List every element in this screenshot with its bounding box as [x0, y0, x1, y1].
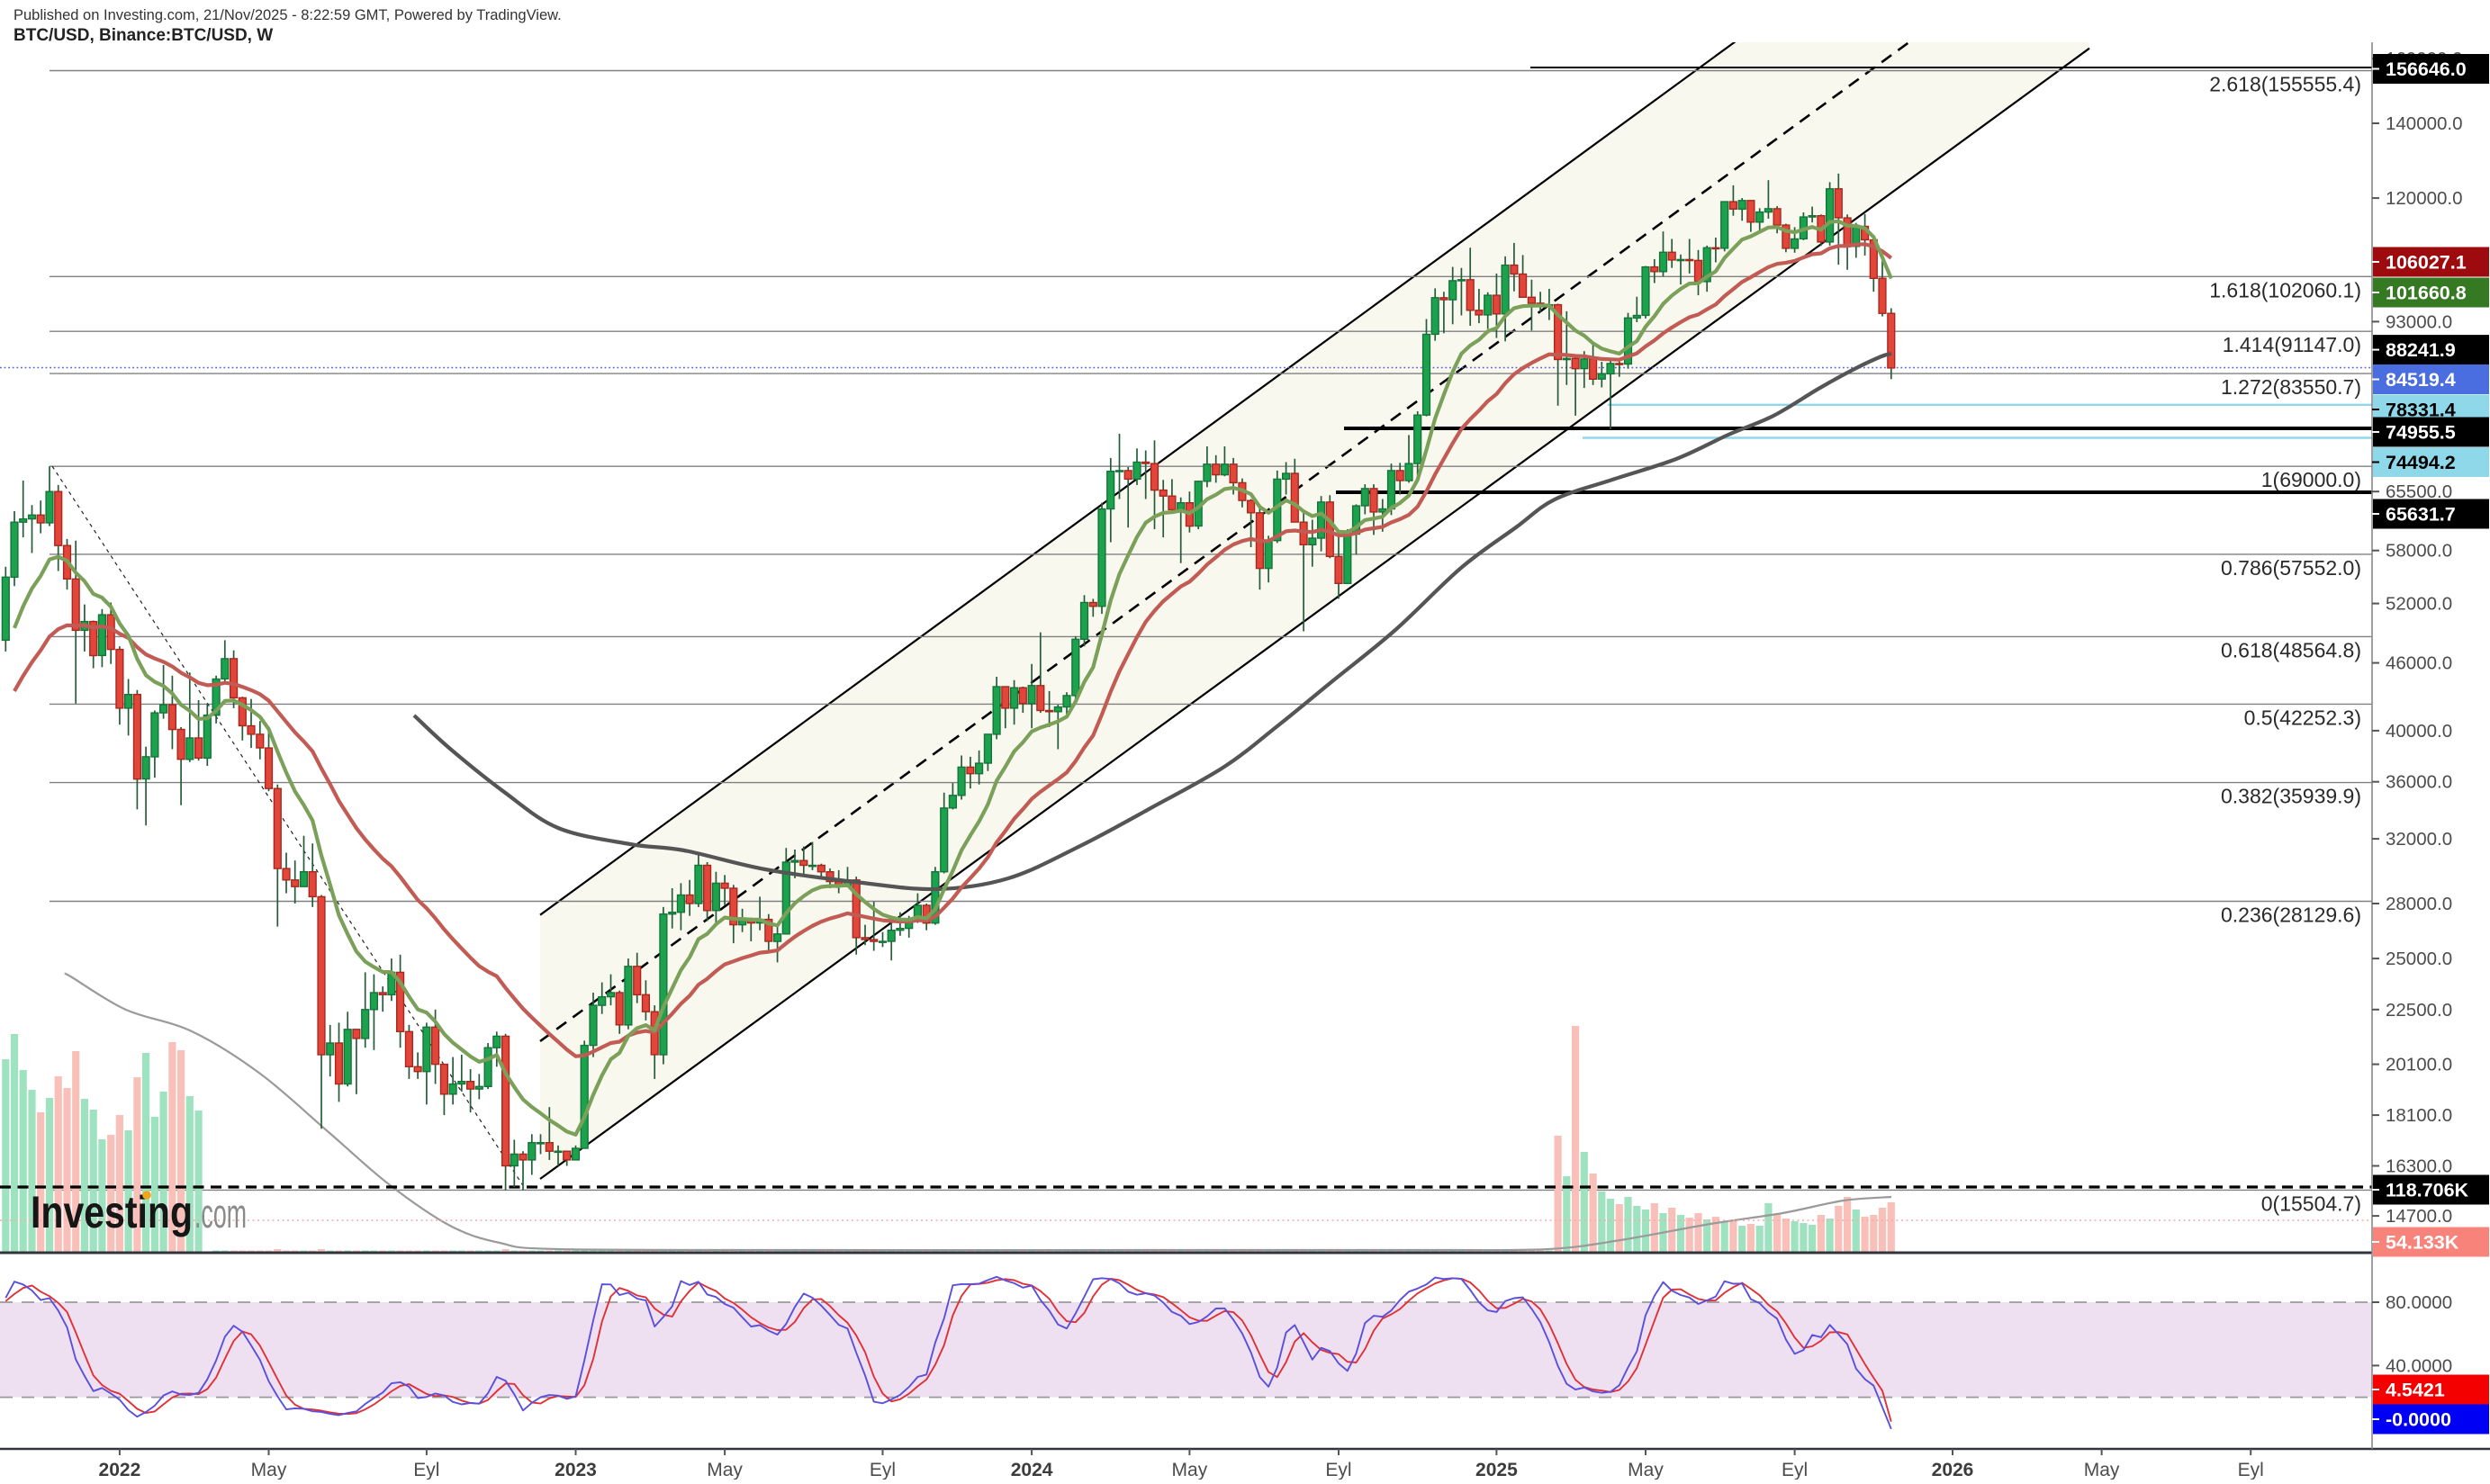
svg-text:118.706K: 118.706K: [2386, 1180, 2469, 1201]
svg-text:May: May: [707, 1460, 743, 1480]
svg-text:0.786(57552.0): 0.786(57552.0): [2221, 556, 2361, 580]
svg-text:52000.0: 52000.0: [2386, 594, 2452, 615]
svg-text:120000.0: 120000.0: [2386, 188, 2463, 209]
svg-text:.com: .com: [194, 1191, 247, 1237]
svg-text:32000.0: 32000.0: [2386, 829, 2452, 850]
svg-text:Eyl: Eyl: [413, 1460, 439, 1480]
svg-text:BTC/USD, Binance:BTC/USD, W: BTC/USD, Binance:BTC/USD, W: [14, 26, 273, 45]
svg-text:140000.0: 140000.0: [2386, 113, 2463, 134]
svg-text:May: May: [1628, 1460, 1664, 1480]
svg-text:Investing: Investing: [31, 1187, 193, 1237]
svg-text:May: May: [251, 1460, 287, 1480]
svg-text:1.414(91147.0): 1.414(91147.0): [2223, 333, 2361, 356]
svg-text:0.382(35939.9): 0.382(35939.9): [2221, 785, 2361, 808]
svg-text:Eyl: Eyl: [2238, 1460, 2264, 1480]
svg-text:0.618(48564.8): 0.618(48564.8): [2221, 638, 2361, 661]
svg-text:2023: 2023: [555, 1460, 597, 1480]
svg-text:2.618(155555.4): 2.618(155555.4): [2209, 73, 2361, 96]
svg-text:36000.0: 36000.0: [2386, 772, 2452, 793]
svg-text:0(15504.7): 0(15504.7): [2261, 1192, 2361, 1215]
svg-text:40000.0: 40000.0: [2386, 721, 2452, 742]
svg-text:Eyl: Eyl: [1325, 1460, 1351, 1480]
svg-text:2024: 2024: [1011, 1460, 1053, 1480]
svg-text:1.272(83550.7): 1.272(83550.7): [2221, 375, 2361, 399]
svg-text:0.5(42252.3): 0.5(42252.3): [2244, 706, 2361, 729]
svg-text:106027.1: 106027.1: [2386, 252, 2467, 274]
svg-text:156646.0: 156646.0: [2386, 58, 2467, 80]
svg-text:1(69000.0): 1(69000.0): [2261, 468, 2361, 491]
svg-text:20100.0: 20100.0: [2386, 1055, 2452, 1075]
svg-text:88241.9: 88241.9: [2386, 339, 2456, 361]
svg-text:18100.0: 18100.0: [2386, 1105, 2452, 1126]
svg-text:93000.0: 93000.0: [2386, 311, 2452, 332]
svg-text:74955.5: 74955.5: [2386, 422, 2456, 444]
svg-text:54.133K: 54.133K: [2386, 1232, 2459, 1254]
svg-text:-0.0000: -0.0000: [2386, 1409, 2451, 1431]
svg-text:25000.0: 25000.0: [2386, 949, 2452, 969]
svg-text:1.618(102060.1): 1.618(102060.1): [2209, 278, 2361, 301]
svg-text:65500.0: 65500.0: [2386, 481, 2452, 502]
svg-text:46000.0: 46000.0: [2386, 653, 2452, 674]
svg-text:28000.0: 28000.0: [2386, 894, 2452, 914]
svg-text:14700.0: 14700.0: [2386, 1206, 2452, 1227]
svg-text:84519.4: 84519.4: [2386, 369, 2456, 391]
svg-text:0.236(28129.6): 0.236(28129.6): [2221, 904, 2361, 927]
svg-text:40.0000: 40.0000: [2386, 1355, 2452, 1376]
svg-text:2026: 2026: [1932, 1460, 1974, 1480]
svg-text:16300.0: 16300.0: [2386, 1156, 2452, 1177]
svg-text:May: May: [1172, 1460, 1208, 1480]
svg-text:101660.8: 101660.8: [2386, 283, 2467, 304]
svg-text:2025: 2025: [1475, 1460, 1518, 1480]
svg-text:80.0000: 80.0000: [2386, 1292, 2452, 1313]
svg-text:58000.0: 58000.0: [2386, 541, 2452, 562]
svg-text:Eyl: Eyl: [1782, 1460, 1808, 1480]
svg-text:65631.7: 65631.7: [2386, 504, 2456, 526]
svg-text:4.5421: 4.5421: [2386, 1380, 2445, 1401]
svg-text:74494.2: 74494.2: [2386, 452, 2456, 473]
svg-text:Published on Investing.com, 21: Published on Investing.com, 21/Nov/2025 …: [14, 7, 562, 23]
svg-text:22500.0: 22500.0: [2386, 1000, 2452, 1021]
svg-text:2022: 2022: [99, 1460, 141, 1480]
svg-text:May: May: [2084, 1460, 2120, 1480]
svg-text:Eyl: Eyl: [870, 1460, 896, 1480]
